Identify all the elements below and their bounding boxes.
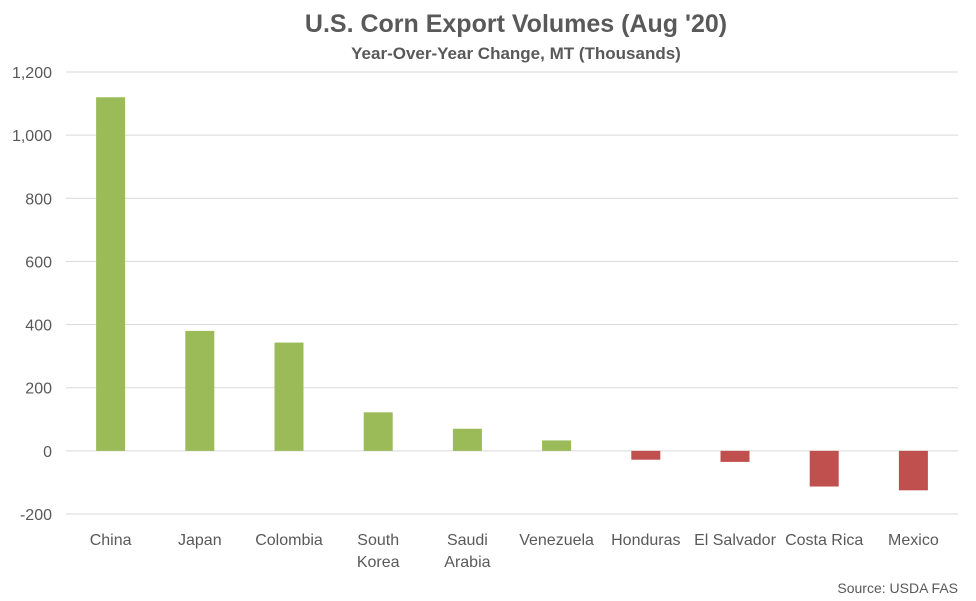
y-tick-label: 200	[25, 381, 52, 398]
bar-venezuela	[542, 440, 572, 451]
gridlines	[66, 71, 958, 515]
bar-japan	[185, 330, 215, 451]
bar-china	[96, 97, 126, 451]
y-tick-label: 800	[25, 191, 52, 208]
x-category-label: Saudi Arabia	[444, 532, 490, 571]
y-tick-label: 400	[25, 318, 52, 335]
x-category-label: Honduras	[611, 532, 680, 549]
x-category-label: Venezuela	[519, 532, 594, 549]
y-tick-label: 1,000	[12, 128, 52, 145]
bar-saudi-arabia	[452, 428, 482, 451]
x-category-label: Costa Rica	[785, 532, 863, 549]
chart-title: U.S. Corn Export Volumes (Aug '20)	[305, 10, 727, 38]
y-tick-label: -200	[20, 507, 52, 524]
bar-honduras	[631, 450, 661, 460]
x-category-label: Japan	[178, 532, 222, 549]
bar-costa-rica	[809, 450, 839, 487]
x-category-label: El Salvador	[694, 532, 776, 549]
x-axis-categories: China Japan Colombia South Korea Saudi Arabia V…	[90, 532, 939, 571]
bar-el-salvador	[720, 450, 750, 462]
bar-south-korea	[363, 412, 393, 451]
x-category-label: Colombia	[255, 532, 323, 549]
x-category-label: South Korea	[357, 532, 400, 571]
x-category-label: China	[90, 532, 132, 549]
y-tick-label: 600	[25, 254, 52, 271]
y-tick-label: 0	[43, 444, 52, 461]
y-tick-label: 1,200	[12, 65, 52, 82]
y-axis-ticks: -200 0 200 400 600 800 1,000 1,200	[12, 65, 52, 524]
source-note: Source: USDA FAS	[837, 580, 958, 596]
x-category-label: Mexico	[888, 532, 939, 549]
bars	[96, 97, 928, 491]
bar-colombia	[274, 342, 304, 451]
chart-subtitle: Year-Over-Year Change, MT (Thousands)	[351, 44, 681, 63]
bar-mexico	[898, 450, 928, 491]
